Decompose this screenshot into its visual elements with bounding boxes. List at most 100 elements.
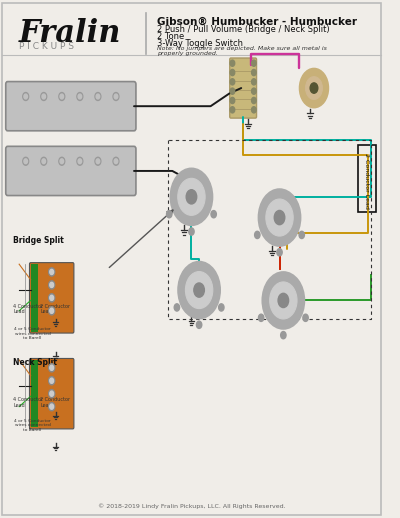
Circle shape [49,294,55,302]
Circle shape [113,157,119,165]
Text: Bridge Split: Bridge Split [14,236,64,246]
Circle shape [78,159,82,164]
Text: 4 Conductor
Lead: 4 Conductor Lead [14,397,44,408]
Circle shape [252,107,256,113]
Circle shape [23,157,29,165]
Circle shape [113,93,119,100]
Text: 2 Tone: 2 Tone [157,32,184,41]
Circle shape [258,189,300,246]
Circle shape [59,157,65,165]
Circle shape [60,94,64,99]
Circle shape [189,228,194,235]
Circle shape [77,93,83,100]
FancyBboxPatch shape [30,358,74,429]
Circle shape [50,365,54,370]
Text: Gibson® Humbucker - Humbucker: Gibson® Humbucker - Humbucker [157,17,357,26]
Circle shape [49,377,55,385]
Text: 2 Conductor Lead: 2 Conductor Lead [364,153,369,209]
Circle shape [262,272,304,329]
Circle shape [174,304,180,311]
Circle shape [96,94,100,99]
Text: Fralin: Fralin [19,18,122,49]
Text: Note: No jumpers are depicted. Make sure all metal is
properly grounded.: Note: No jumpers are depicted. Make sure… [157,46,327,56]
Circle shape [42,94,46,99]
Circle shape [50,378,54,383]
Circle shape [49,307,55,315]
Circle shape [278,293,289,308]
Circle shape [300,68,328,108]
Circle shape [270,282,297,319]
Circle shape [49,402,55,411]
Circle shape [49,364,55,372]
Bar [31,264,38,332]
Circle shape [230,69,235,76]
Circle shape [114,159,118,164]
Circle shape [24,94,28,99]
Bar [31,360,38,427]
Circle shape [303,314,308,322]
Circle shape [41,157,47,165]
Circle shape [114,94,118,99]
Circle shape [178,178,205,215]
Circle shape [60,159,64,164]
Circle shape [277,249,282,256]
Circle shape [50,391,54,396]
Circle shape [24,159,28,164]
Text: P I C K U P S: P I C K U P S [19,42,74,51]
Circle shape [194,283,204,297]
Circle shape [49,281,55,289]
Circle shape [230,88,235,94]
Circle shape [49,268,55,276]
Circle shape [252,60,256,66]
Circle shape [230,107,235,113]
Circle shape [252,97,256,104]
Circle shape [306,77,322,99]
Circle shape [230,97,235,104]
FancyBboxPatch shape [6,82,136,131]
Circle shape [50,295,54,300]
Circle shape [211,211,216,218]
Text: 4 Conductor
Lead: 4 Conductor Lead [14,304,44,314]
Circle shape [186,271,213,309]
Circle shape [95,93,101,100]
Circle shape [42,159,46,164]
Circle shape [96,159,100,164]
Circle shape [178,262,220,319]
Circle shape [49,390,55,398]
Text: 4 or 5 Conductor
wires connected
to Barell: 4 or 5 Conductor wires connected to Bare… [14,327,51,340]
Circle shape [41,93,47,100]
Circle shape [78,94,82,99]
Circle shape [230,79,235,85]
Circle shape [50,282,54,287]
Circle shape [219,304,224,311]
Circle shape [258,314,264,322]
Text: © 2018-2019 Lindy Fralin Pickups, LLC. All Rights Reserved.: © 2018-2019 Lindy Fralin Pickups, LLC. A… [98,503,285,509]
Circle shape [50,404,54,409]
Text: 4 or 5 Conductor
wires connected
to Barell: 4 or 5 Conductor wires connected to Bare… [14,419,51,432]
Circle shape [59,93,65,100]
Circle shape [299,232,304,238]
Text: 3-Way Toggle Switch: 3-Way Toggle Switch [157,39,243,48]
Circle shape [255,232,260,238]
Text: 2 Conductor
Lead: 2 Conductor Lead [40,304,70,314]
Circle shape [310,83,318,93]
Circle shape [77,157,83,165]
Text: 2 Push / Pull Volume (Bridge / Neck Split): 2 Push / Pull Volume (Bridge / Neck Spli… [157,25,330,34]
Circle shape [166,211,172,218]
FancyBboxPatch shape [230,58,256,118]
Circle shape [266,199,293,236]
Circle shape [252,88,256,94]
Circle shape [186,190,197,204]
Circle shape [281,332,286,339]
Circle shape [252,79,256,85]
Circle shape [50,308,54,313]
Circle shape [274,210,285,225]
Circle shape [50,269,54,275]
Circle shape [196,321,202,328]
FancyBboxPatch shape [6,147,136,196]
Circle shape [23,93,29,100]
FancyBboxPatch shape [30,263,74,333]
Text: 2 Conductor
Lead: 2 Conductor Lead [40,397,70,408]
Text: Neck Split: Neck Split [14,358,57,367]
Circle shape [170,168,212,225]
